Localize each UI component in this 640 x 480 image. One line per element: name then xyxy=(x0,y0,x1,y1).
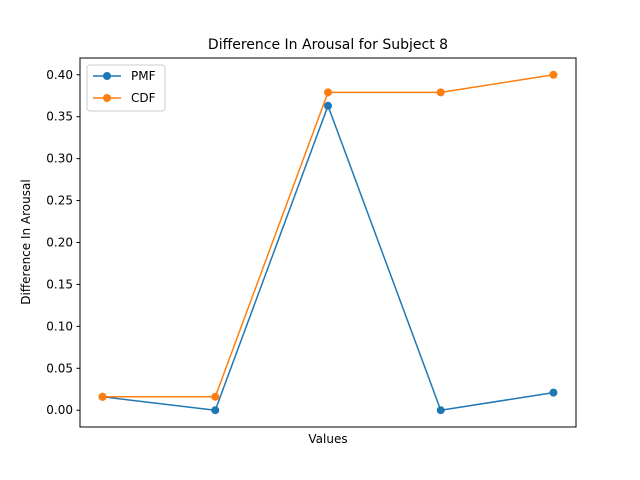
y-tick-label: 0.20 xyxy=(46,236,73,250)
plot-frame xyxy=(79,57,577,428)
series-layer xyxy=(98,70,558,415)
x-axis-label: Values xyxy=(308,432,347,446)
data-point-cdf xyxy=(98,392,107,401)
y-axis-label: Difference In Arousal xyxy=(19,179,33,304)
legend-label-pmf: PMF xyxy=(131,69,156,83)
data-point-cdf xyxy=(324,88,332,97)
y-tick-label: 0.30 xyxy=(46,152,73,166)
y-tick-label: 0.00 xyxy=(46,403,73,417)
data-point-pmf xyxy=(549,388,558,397)
legend-label-cdf: CDF xyxy=(131,91,156,105)
legend-marker-cdf xyxy=(103,94,111,102)
y-tick-label: 0.15 xyxy=(46,277,73,291)
data-point-pmf xyxy=(211,406,220,415)
series-cdf xyxy=(98,70,558,401)
data-point-cdf xyxy=(436,88,445,97)
data-point-pmf xyxy=(436,406,445,415)
y-tick-label: 0.40 xyxy=(46,68,73,82)
y-tick-label: 0.35 xyxy=(46,110,73,124)
data-point-cdf xyxy=(549,70,558,79)
data-point-cdf xyxy=(211,392,220,401)
legend: PMF CDF xyxy=(86,64,166,112)
y-axis-ticks: 0.00 0.05 0.10 0.15 0.20 0.25 0.30 0.35 0.40 xyxy=(46,68,80,417)
chart-title: Difference In Arousal for Subject 8 xyxy=(208,37,448,53)
y-tick-label: 0.10 xyxy=(46,319,73,333)
y-tick-label: 0.05 xyxy=(46,361,73,375)
data-point-pmf xyxy=(324,101,332,110)
y-tick-label: 0.25 xyxy=(46,194,73,208)
legend-marker-pmf xyxy=(103,72,111,80)
